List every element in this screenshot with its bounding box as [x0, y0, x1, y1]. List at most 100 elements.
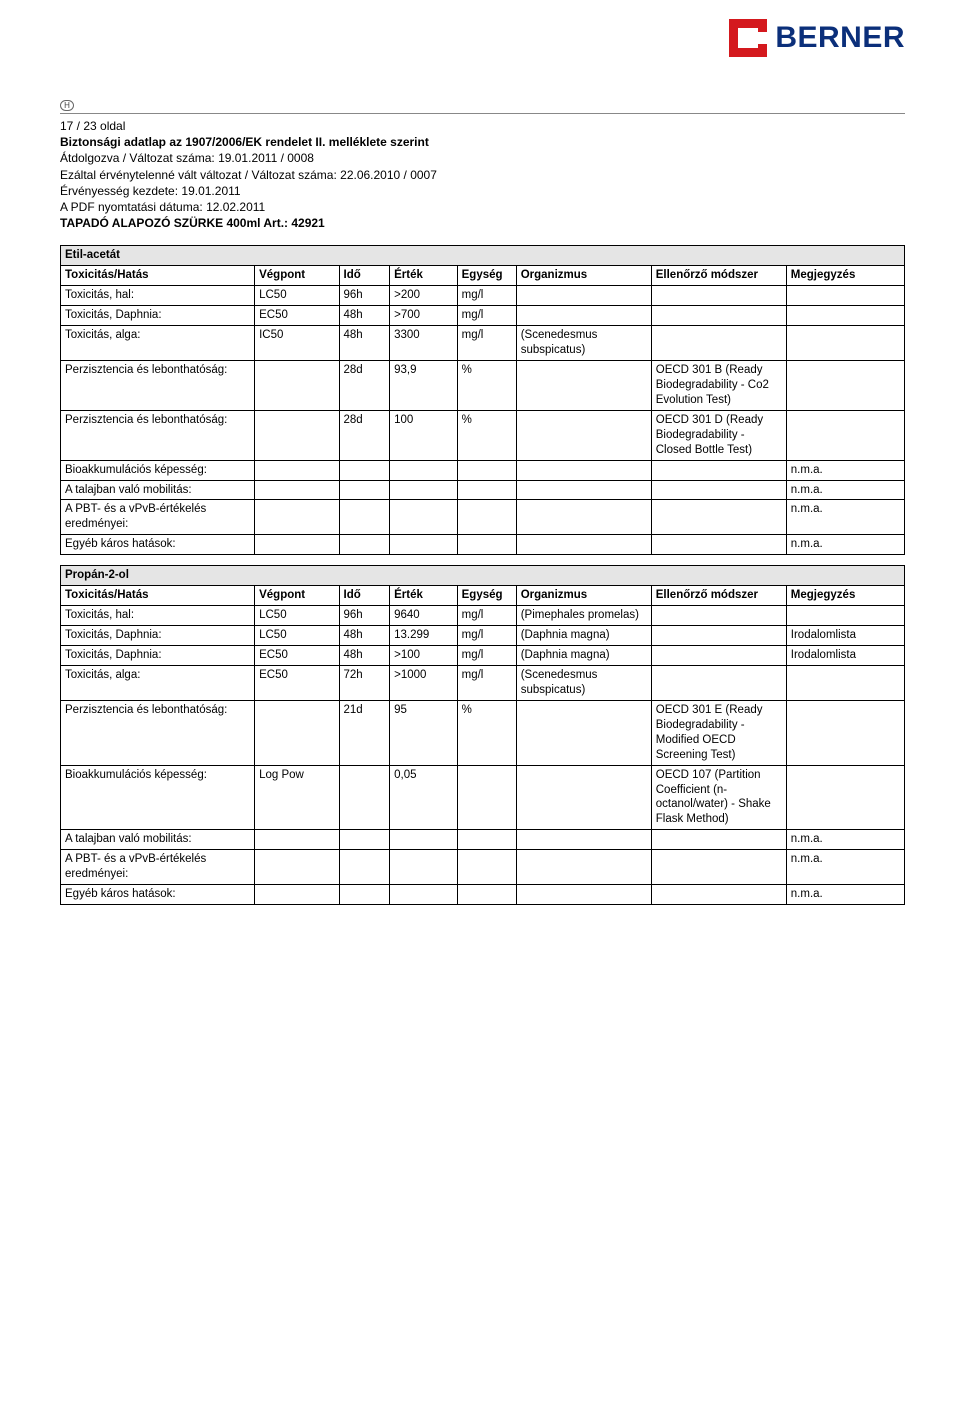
table-cell: 28d [339, 410, 390, 460]
table-cell: 48h [339, 326, 390, 361]
header-block: 17 / 23 oldal Biztonsági adatlap az 1907… [60, 118, 905, 231]
table-cell: OECD 107 (Partition Coefficient (n-octan… [651, 765, 786, 830]
col-organism: Organizmus [516, 266, 651, 286]
table-cell [651, 885, 786, 905]
table-cell: 9640 [390, 606, 458, 626]
table-cell [651, 535, 786, 555]
table-etil-acetat: Etil-acetát Toxicitás/Hatás Végpont Idő … [60, 245, 905, 555]
table-cell [516, 700, 651, 765]
table-cell: Toxicitás, alga: [61, 326, 255, 361]
col-value: Érték [390, 266, 458, 286]
col-remark: Megjegyzés [786, 586, 904, 606]
table-row: Perzisztencia és lebonthatóság:21d95%OEC… [61, 700, 905, 765]
table-cell [651, 460, 786, 480]
table-cell [339, 850, 390, 885]
table-cell [255, 850, 339, 885]
table-cell: 100 [390, 410, 458, 460]
table-cell [651, 830, 786, 850]
col-time: Idő [339, 266, 390, 286]
table-cell: 0,05 [390, 765, 458, 830]
table-cell [651, 665, 786, 700]
table-cell: IC50 [255, 326, 339, 361]
table-cell [255, 830, 339, 850]
table-cell [651, 626, 786, 646]
table-cell [390, 460, 458, 480]
col-effect: Toxicitás/Hatás [61, 586, 255, 606]
table-cell [255, 500, 339, 535]
table-cell: A talajban való mobilitás: [61, 830, 255, 850]
col-effect: Toxicitás/Hatás [61, 266, 255, 286]
table-cell: 21d [339, 700, 390, 765]
table-cell: Perzisztencia és lebonthatóság: [61, 360, 255, 410]
table-row: Toxicitás, Daphnia:LC5048h13.299mg/l(Dap… [61, 626, 905, 646]
table-cell: n.m.a. [786, 885, 904, 905]
table-cell [516, 535, 651, 555]
table-cell [651, 500, 786, 535]
table-cell [457, 885, 516, 905]
table-cell: >1000 [390, 665, 458, 700]
col-endpoint: Végpont [255, 266, 339, 286]
table-cell [339, 885, 390, 905]
table-cell [651, 646, 786, 666]
logo-text: BERNER [775, 18, 905, 57]
h-badge: H [60, 100, 74, 111]
table-cell: (Daphnia magna) [516, 646, 651, 666]
table-cell [786, 665, 904, 700]
table-cell [786, 606, 904, 626]
table-cell: 72h [339, 665, 390, 700]
separator [60, 113, 905, 114]
table-cell [255, 410, 339, 460]
table-cell: (Pimephales promelas) [516, 606, 651, 626]
header-line-3: Ezáltal érvénytelenné vált változat / Vá… [60, 167, 905, 183]
table-row: Perzisztencia és lebonthatóság:28d93,9%O… [61, 360, 905, 410]
table-cell: EC50 [255, 665, 339, 700]
table-cell: mg/l [457, 646, 516, 666]
table-cell: 48h [339, 626, 390, 646]
table-cell [457, 500, 516, 535]
table-header-row: Toxicitás/Hatás Végpont Idő Érték Egység… [61, 266, 905, 286]
table-cell [255, 460, 339, 480]
table-cell [786, 286, 904, 306]
table-cell [390, 850, 458, 885]
table-cell: A talajban való mobilitás: [61, 480, 255, 500]
table-cell [457, 460, 516, 480]
table-row: Egyéb káros hatások:n.m.a. [61, 535, 905, 555]
table-cell: Irodalomlista [786, 646, 904, 666]
table-cell: >700 [390, 306, 458, 326]
section-title: Propán-2-ol [61, 566, 905, 586]
table-cell: OECD 301 B (Ready Biodegradability - Co2… [651, 360, 786, 410]
table-cell [786, 765, 904, 830]
table-cell: LC50 [255, 626, 339, 646]
table-cell [651, 306, 786, 326]
header-line-4: Érvényesség kezdete: 19.01.2011 [60, 183, 905, 199]
table-cell: LC50 [255, 286, 339, 306]
table-cell [339, 460, 390, 480]
table-cell: 48h [339, 646, 390, 666]
table-cell [651, 326, 786, 361]
table-row: Bioakkumulációs képesség:Log Pow0,05OECD… [61, 765, 905, 830]
table-cell: (Scenedesmus subspicatus) [516, 326, 651, 361]
table-row: A PBT- és a vPvB-értékelés eredményei:n.… [61, 500, 905, 535]
table-cell [516, 850, 651, 885]
table-cell [255, 480, 339, 500]
table-cell: OECD 301 E (Ready Biodegradability - Mod… [651, 700, 786, 765]
table-cell [390, 480, 458, 500]
table-row: Toxicitás, hal:LC5096h>200mg/l [61, 286, 905, 306]
table-cell: mg/l [457, 665, 516, 700]
table-cell: mg/l [457, 606, 516, 626]
table-cell [786, 410, 904, 460]
table-propan-2-ol: Propán-2-ol Toxicitás/Hatás Végpont Idő … [60, 565, 905, 905]
table-cell: Toxicitás, alga: [61, 665, 255, 700]
table-cell: mg/l [457, 626, 516, 646]
table-cell [390, 830, 458, 850]
table-row: A talajban való mobilitás: n.m.a. [61, 830, 905, 850]
table-cell: EC50 [255, 306, 339, 326]
table-cell: Toxicitás, Daphnia: [61, 306, 255, 326]
table-cell: Bioakkumulációs képesség: [61, 765, 255, 830]
page-number: 17 / 23 oldal [60, 118, 905, 134]
table-cell: >100 [390, 646, 458, 666]
table-cell: 13.299 [390, 626, 458, 646]
table-cell: n.m.a. [786, 830, 904, 850]
logo-container: BERNER [60, 18, 905, 57]
table-cell [651, 480, 786, 500]
